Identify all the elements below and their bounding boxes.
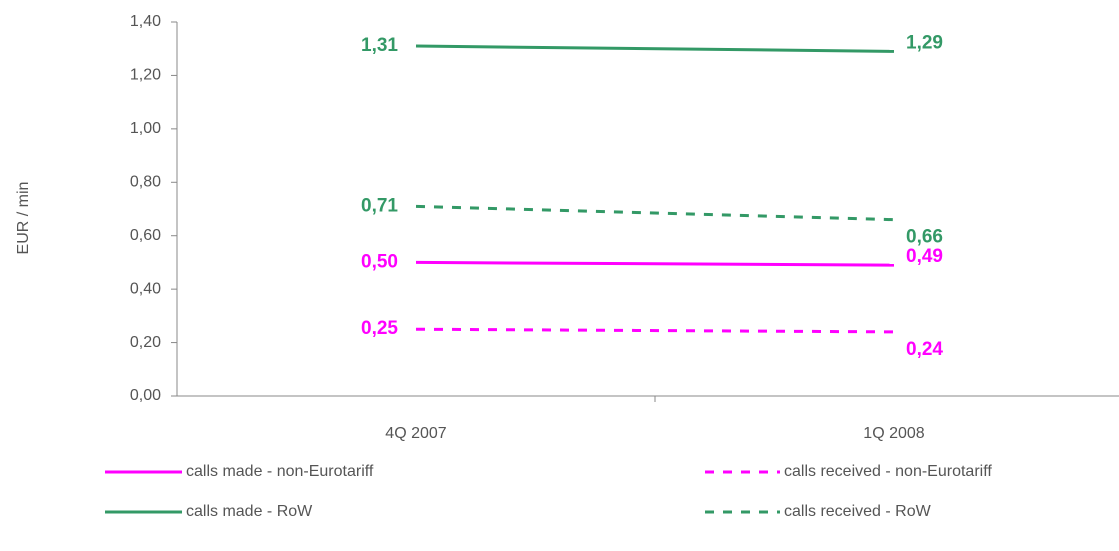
y-tick-label: 0,00: [130, 387, 161, 404]
x-tick-label: 4Q 2007: [385, 425, 446, 442]
legend-label: calls received - RoW: [784, 503, 932, 520]
series-line: [415, 260, 895, 267]
series-line: [415, 204, 895, 222]
y-tick-label: 0,80: [130, 174, 161, 191]
value-label: 0,25: [361, 318, 398, 339]
legend-label: calls received - non-Eurotariff: [784, 463, 992, 480]
value-label: 1,29: [906, 32, 943, 53]
value-label: 1,31: [361, 35, 398, 56]
value-label: 0,71: [361, 195, 398, 216]
y-tick-label: 0,20: [130, 334, 161, 351]
y-tick-label: 1,00: [130, 120, 161, 137]
y-tick-label: 0,40: [130, 280, 161, 297]
y-tick-label: 1,40: [130, 13, 161, 30]
series-line: [415, 44, 895, 53]
y-axis-label: EUR / min: [15, 182, 32, 255]
y-tick-label: 0,60: [130, 227, 161, 244]
y-tick-label: 1,20: [130, 67, 161, 84]
series-line: [415, 327, 895, 334]
legend-label: calls made - non-Eurotariff: [186, 463, 374, 480]
value-label: 0,66: [906, 227, 943, 248]
x-tick-label: 1Q 2008: [863, 425, 924, 442]
value-label: 0,50: [361, 251, 398, 272]
value-label: 0,24: [906, 339, 943, 360]
legend-label: calls made - RoW: [186, 503, 313, 520]
value-label: 0,49: [906, 246, 943, 267]
